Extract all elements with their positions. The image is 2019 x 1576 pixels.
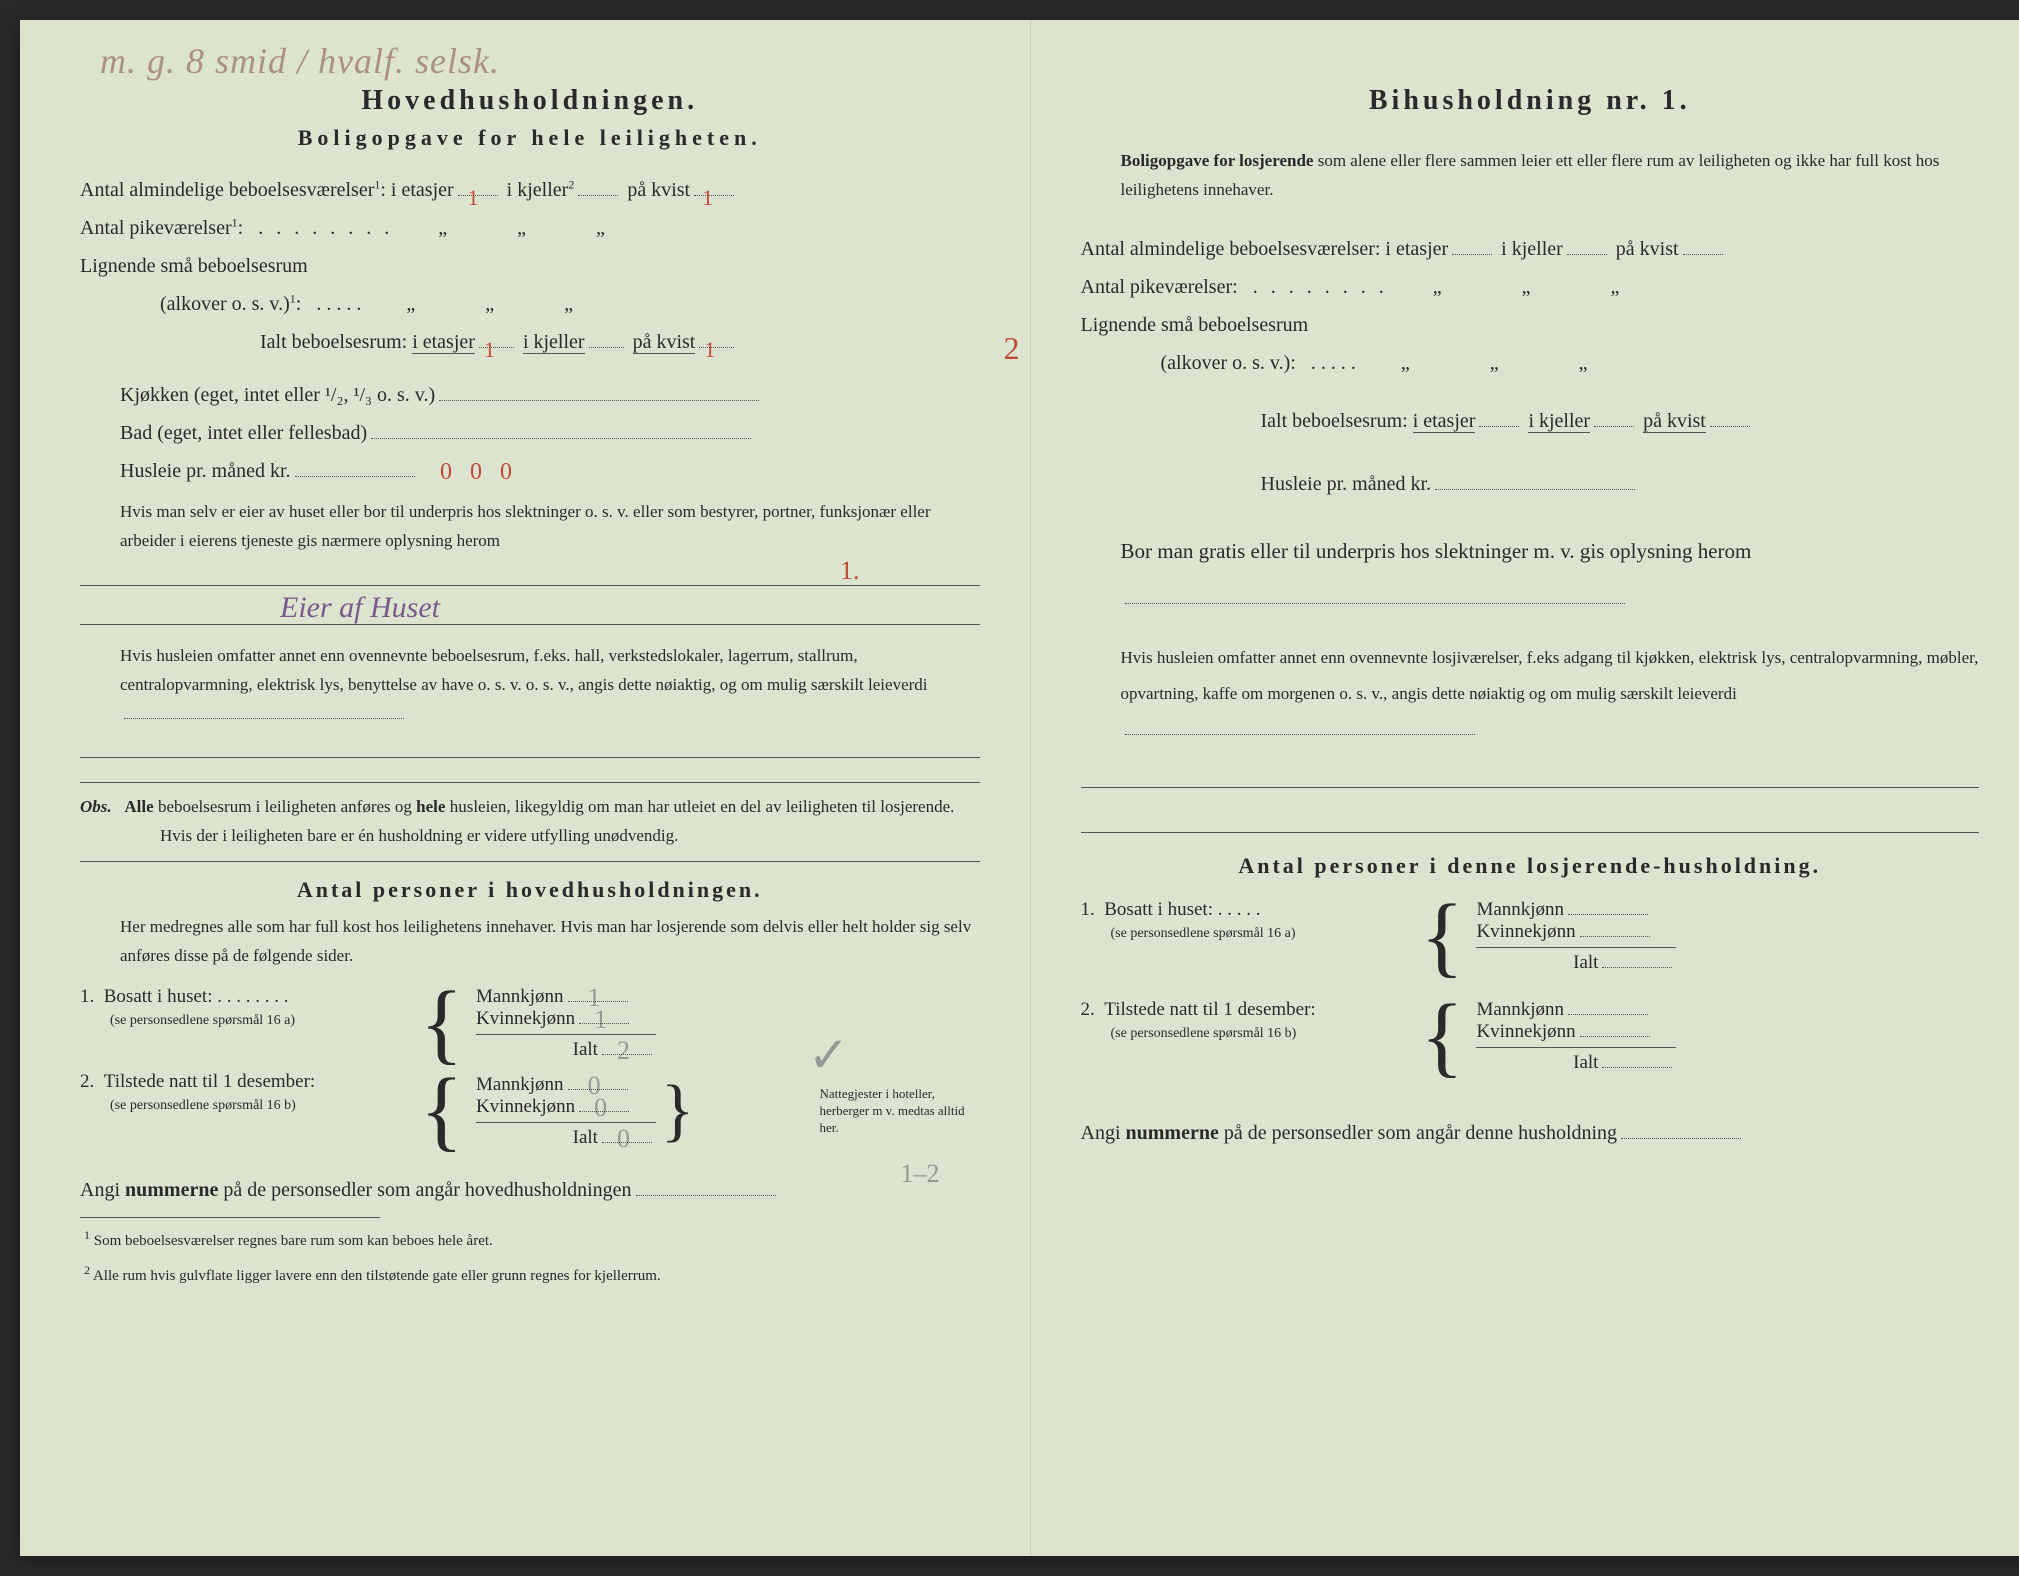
left-title-sub: Boligopgave for hele leiligheten.	[80, 125, 980, 151]
hvis-text-2: Hvis husleien omfatter annet enn ovennev…	[80, 642, 980, 729]
tilstede-section: 2. Tilstede natt til 1 desember: (se per…	[80, 1071, 980, 1151]
bosatt-section: 1. Bosatt i huset: . . . . . . . . (se p…	[80, 986, 980, 1061]
antal-desc: Her medregnes alle som har full kost hos…	[80, 913, 980, 971]
blank-line-2: Eier af Huset	[80, 599, 980, 625]
left-title-main: Hovedhusholdningen.	[80, 85, 980, 117]
blank-line-3	[80, 732, 980, 758]
r-hvis-text: Hvis husleien omfatter annet enn ovennev…	[1081, 640, 1980, 747]
r-husleie-line: Husleie pr. måned kr.	[1081, 465, 1980, 503]
r-rooms-line-3a: Lignende små beboelsesrum	[1081, 306, 1980, 344]
handwritten-annotation-top: m. g. 8 smid / hvalf. selsk.	[100, 40, 500, 82]
footnote-2: 2 Alle rum hvis gulvflate ligger lavere …	[80, 1261, 980, 1288]
kjokken-line: Kjøkken (eget, intet eller ¹/₂, ¹/₃ o. s…	[80, 376, 980, 414]
rooms-line-1: Antal almindelige beboelsesværelser1: i …	[80, 171, 980, 209]
antal-title: Antal personer i hovedhusholdningen.	[80, 877, 980, 903]
rooms-line-2: Antal pikeværelser1: „ „ „	[80, 209, 980, 247]
census-form-document: m. g. 8 smid / hvalf. selsk. Hovedhushol…	[20, 20, 2019, 1556]
footnote-1: 1 Som beboelsesværelser regnes bare rum …	[80, 1226, 980, 1253]
r-bor-gratis: Bor man gratis eller til underpris hos s…	[1081, 528, 1980, 620]
r-separator	[1081, 832, 1980, 833]
r-bosatt-section: 1. Bosatt i huset: . . . . . (se persons…	[1081, 899, 1980, 974]
obs-section: Obs. Alle beboelsesrum i leiligheten anf…	[80, 782, 980, 862]
angi-line: Angi nummerne på de personsedler som ang…	[80, 1171, 980, 1209]
footnote-separator	[80, 1217, 380, 1218]
r-rooms-line-1: Antal almindelige beboelsesværelser: i e…	[1081, 230, 1980, 268]
hvis-text-1: Hvis man selv er eier av huset eller bor…	[80, 498, 980, 556]
rooms-line-3a: Lignende små beboelsesrum	[80, 247, 980, 285]
husleie-line: Husleie pr. måned kr. 0 0 0	[80, 452, 980, 490]
left-page: m. g. 8 smid / hvalf. selsk. Hovedhushol…	[20, 20, 1030, 1556]
r-rooms-line-3b: (alkover o. s. v.): . . . . . „ „ „	[1081, 344, 1980, 382]
r-tilstede-section: 2. Tilstede natt til 1 desember: (se per…	[1081, 999, 1980, 1074]
ialt-line: Ialt beboelsesrum: i etasjer1 i kjeller …	[80, 323, 980, 361]
r-blank-line	[1081, 762, 1980, 788]
r-antal-title: Antal personer i denne losjerende-hushol…	[1081, 853, 1980, 879]
right-subtitle: Boligopgave for losjerende som alene ell…	[1081, 147, 1980, 205]
right-page: Bihusholdning nr. 1. Boligopgave for los…	[1030, 20, 2019, 1556]
rooms-line-3b: (alkover o. s. v.)1: . . . . . „ „ „	[80, 285, 980, 323]
bad-line: Bad (eget, intet eller fellesbad)	[80, 414, 980, 452]
r-angi-line: Angi nummerne på de personsedler som ang…	[1081, 1114, 1980, 1152]
right-title: Bihusholdning nr. 1.	[1081, 85, 1980, 117]
r-ialt-line: Ialt beboelsesrum: i etasjer i kjeller p…	[1081, 402, 1980, 440]
blank-line-1: 1.	[80, 560, 980, 586]
r-rooms-line-2: Antal pikeværelser: „ „ „	[1081, 268, 1980, 306]
